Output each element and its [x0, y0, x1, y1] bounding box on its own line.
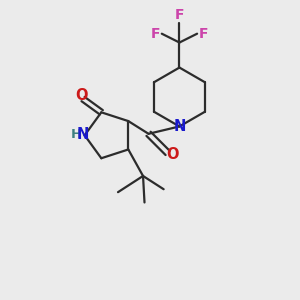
Text: F: F: [151, 27, 160, 41]
Text: N: N: [77, 127, 89, 142]
Text: N: N: [173, 119, 186, 134]
Text: H: H: [71, 128, 82, 141]
Text: O: O: [167, 147, 179, 162]
Text: O: O: [75, 88, 88, 103]
Text: F: F: [199, 27, 208, 41]
Text: F: F: [175, 8, 184, 22]
